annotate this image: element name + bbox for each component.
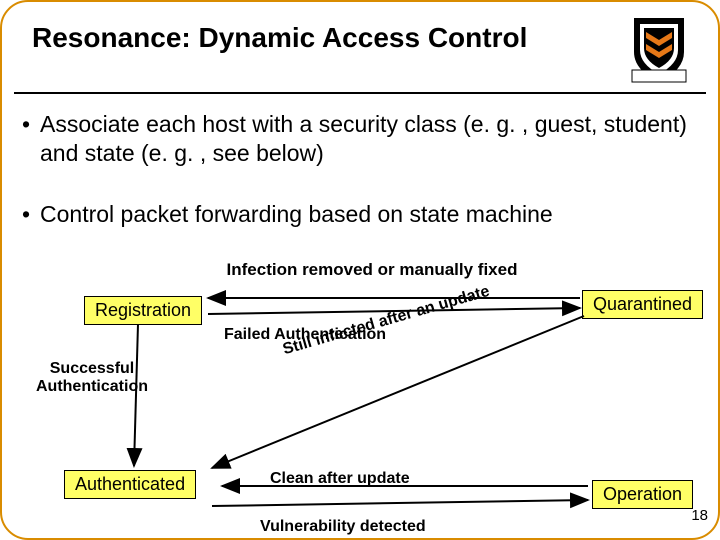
- bullet-1: • Associate each host with a security cl…: [40, 110, 688, 168]
- bullet-dot: •: [22, 110, 30, 139]
- bullet-1-text: Associate each host with a security clas…: [40, 111, 687, 166]
- bullet-dot: •: [22, 200, 30, 229]
- node-quarantined: Quarantined: [582, 290, 703, 319]
- label-successful-auth-l1: Successful: [50, 360, 134, 377]
- label-successful-auth-l2: Authentication: [36, 378, 148, 395]
- label-infection-removed: Infection removed or manually fixed: [202, 260, 542, 280]
- node-operation: Operation: [592, 480, 693, 509]
- slide-title: Resonance: Dynamic Access Control: [32, 22, 527, 54]
- node-registration: Registration: [84, 296, 202, 325]
- label-still-infected: Still infected after an update: [245, 272, 529, 369]
- bullet-2: • Control packet forwarding based on sta…: [40, 200, 688, 229]
- university-shield-logo: [628, 14, 690, 86]
- label-successful-auth: Successful Authentication: [22, 360, 162, 396]
- title-divider: [14, 92, 706, 94]
- slide-frame: Resonance: Dynamic Access Control • Asso…: [0, 0, 720, 540]
- page-number: 18: [691, 507, 708, 524]
- label-clean-after: Clean after update: [270, 470, 410, 488]
- node-authenticated: Authenticated: [64, 470, 196, 499]
- label-vuln-detected: Vulnerability detected: [260, 518, 426, 536]
- bullet-2-text: Control packet forwarding based on state…: [40, 201, 553, 227]
